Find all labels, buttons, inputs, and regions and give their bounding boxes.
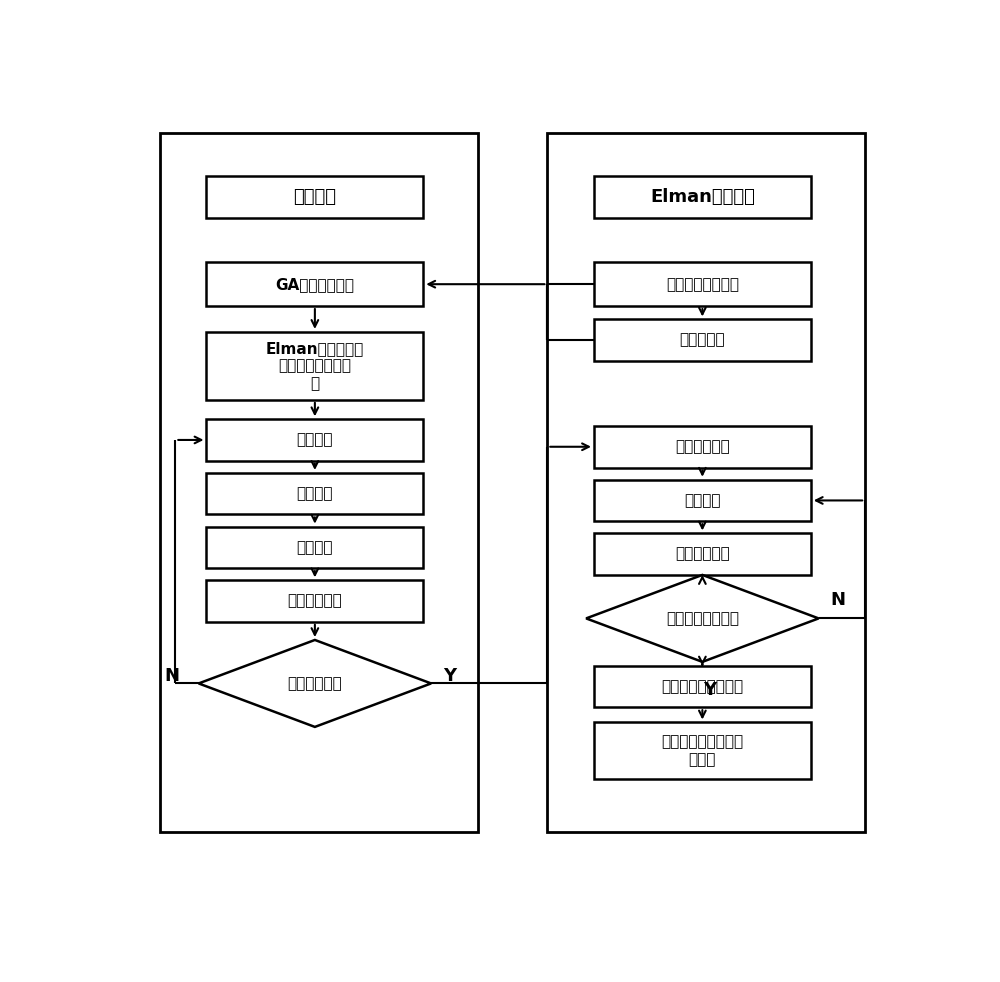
Text: 阈值初始化: 阈值初始化 [680, 333, 725, 348]
Bar [206, 332, 423, 400]
Text: 计算隶属度、判定故
障级别: 计算隶属度、判定故 障级别 [661, 735, 743, 767]
Bar [594, 723, 811, 779]
Bar [206, 419, 423, 461]
Text: 计算适应度值: 计算适应度值 [288, 593, 342, 609]
Bar [594, 533, 811, 574]
Text: 获取最优阈值: 获取最优阈值 [675, 439, 730, 455]
Bar [206, 262, 423, 306]
Bar [206, 580, 423, 622]
Text: Y: Y [704, 681, 717, 699]
Bar [547, 133, 865, 833]
Text: 选择操作: 选择操作 [297, 432, 333, 448]
Text: 校正系数满足条件: 校正系数满足条件 [666, 611, 739, 626]
Bar [206, 473, 423, 515]
Text: Elman神经网络训
练误差作为适应度
值: Elman神经网络训 练误差作为适应度 值 [266, 341, 364, 391]
Text: 遗传算法: 遗传算法 [293, 189, 336, 206]
Bar [206, 177, 423, 218]
Bar [594, 319, 811, 361]
Bar [594, 479, 811, 521]
Bar [594, 666, 811, 707]
Text: N: N [164, 667, 179, 684]
Text: GA对初始值编码: GA对初始值编码 [275, 277, 354, 292]
Text: 权值阈值更新: 权值阈值更新 [675, 547, 730, 562]
Text: Elman神经网络: Elman神经网络 [650, 189, 755, 206]
Polygon shape [199, 640, 431, 727]
Bar [594, 262, 811, 306]
Text: Y: Y [443, 667, 456, 684]
Bar [594, 426, 811, 467]
Text: 满足结束条件: 满足结束条件 [288, 676, 342, 691]
Text: 确定网络拓扑结构: 确定网络拓扑结构 [666, 277, 739, 292]
Text: 输出软故障诊断结果: 输出软故障诊断结果 [661, 679, 743, 694]
Text: 交叉操作: 交叉操作 [297, 486, 333, 501]
Text: 变异操作: 变异操作 [297, 540, 333, 555]
Bar [206, 526, 423, 569]
Text: 计算误差: 计算误差 [684, 493, 721, 508]
Text: N: N [830, 590, 845, 609]
Polygon shape [586, 574, 819, 662]
Bar [594, 177, 811, 218]
Bar [160, 133, 478, 833]
